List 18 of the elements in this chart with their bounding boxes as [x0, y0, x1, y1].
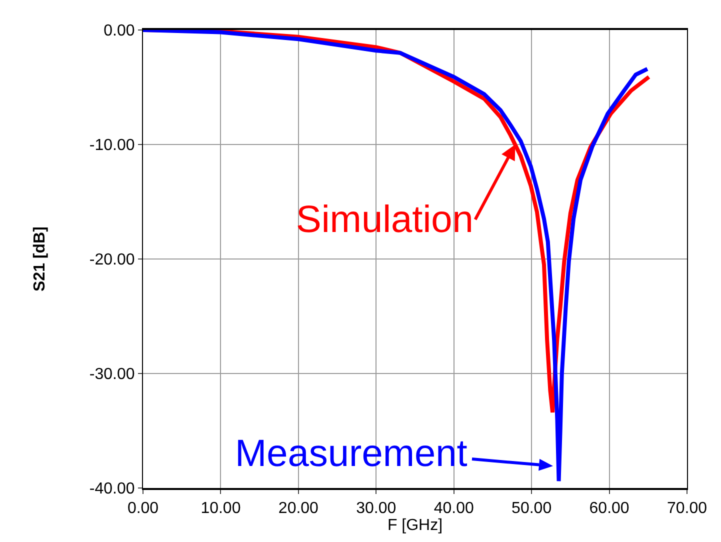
x-tick-label: 10.00 [200, 500, 241, 518]
y-tick-label: -40.00 [89, 480, 135, 498]
y-tick-label: -20.00 [89, 252, 135, 269]
x-tick-label: 50.00 [512, 500, 552, 518]
y-tick-label: -30.00 [89, 366, 135, 384]
x-tick-label: 0.00 [127, 500, 159, 518]
line-series [143, 30, 650, 484]
annotation: Measurement [235, 433, 468, 475]
y-tick-label: 0.00 [104, 22, 135, 40]
x-tick-label: 30.00 [356, 500, 396, 518]
annotation: Simulation [296, 199, 474, 241]
x-axis-title: F [GHz] [387, 517, 443, 534]
x-tick-label: 20.00 [278, 500, 319, 518]
x-tick-label: 40.00 [434, 500, 474, 518]
y-tick-label: -10.00 [89, 137, 135, 154]
x-tick-label: 60.00 [589, 500, 630, 518]
y-axis-title: S21 [dB] [31, 226, 48, 292]
x-tick-label: 70.00 [666, 500, 708, 518]
